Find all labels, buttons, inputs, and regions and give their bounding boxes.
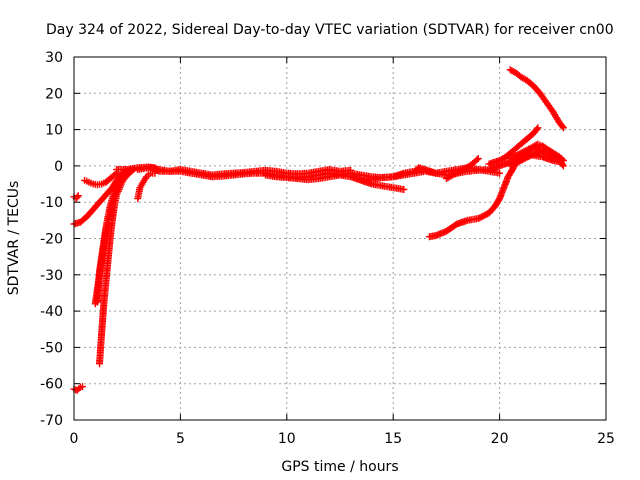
x-tick-label: 0 <box>70 431 79 447</box>
x-axis-label: GPS time / hours <box>281 459 398 475</box>
y-tick-label: -30 <box>40 268 63 284</box>
y-axis-label: SDTVAR / TECUs <box>6 181 22 296</box>
y-tick-label: -20 <box>40 232 63 248</box>
y-tick-label: 20 <box>45 86 63 102</box>
series-arc-d <box>81 169 121 189</box>
chart-title: Day 324 of 2022, Sidereal Day-to-day VTE… <box>46 22 614 38</box>
y-tick-label: -70 <box>40 413 63 429</box>
x-tick-label: 5 <box>176 431 185 447</box>
y-tick-label: -10 <box>40 195 63 211</box>
grid-lines <box>74 57 606 420</box>
y-tick-label: -50 <box>40 340 63 356</box>
data-series <box>70 66 567 394</box>
x-tick-label: 15 <box>384 431 402 447</box>
y-axis-ticks: -70 -60 -50 -40 -30 -20 -10 0 10 20 30 <box>40 50 606 429</box>
series-arc-r <box>506 140 567 164</box>
plot-frame <box>73 56 607 421</box>
x-tick-label: 20 <box>491 431 509 447</box>
x-tick-label: 25 <box>597 431 615 447</box>
series-arc-o <box>485 124 542 168</box>
y-tick-label: 10 <box>45 123 63 139</box>
series-arc-g <box>91 166 138 308</box>
y-tick-label: 30 <box>45 50 63 66</box>
y-tick-label: -60 <box>40 377 63 393</box>
series-arc-h <box>134 169 159 203</box>
series-arc-q <box>506 66 567 132</box>
x-tick-label: 10 <box>278 431 296 447</box>
y-tick-label: 0 <box>54 159 63 175</box>
y-tick-label: -40 <box>40 304 63 320</box>
series-arc-n <box>442 155 482 183</box>
